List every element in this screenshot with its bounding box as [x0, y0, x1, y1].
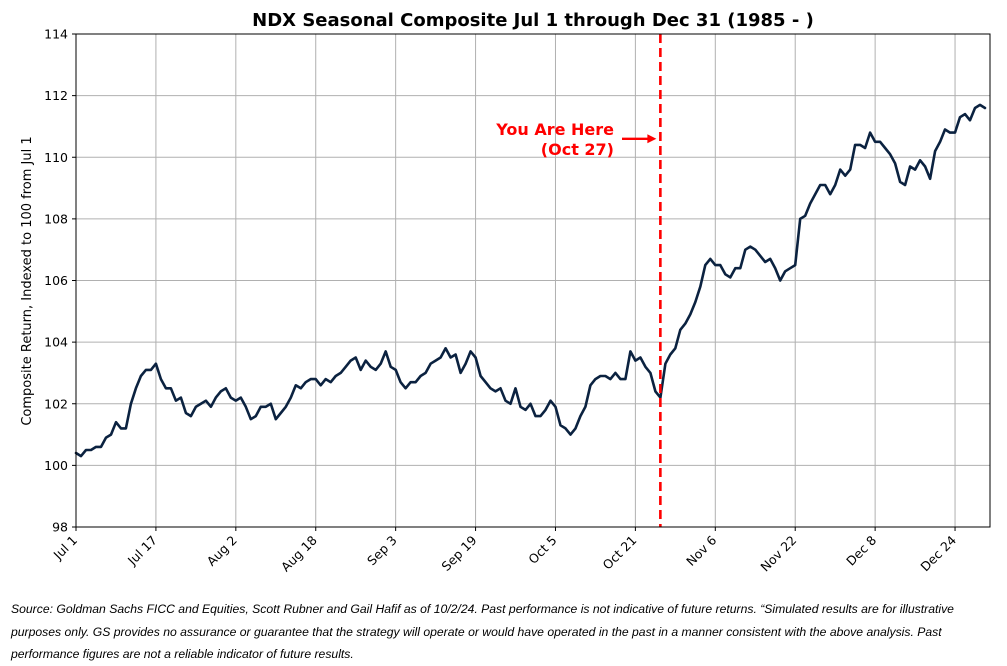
plot-frame — [75, 33, 991, 528]
x-tick-label: Aug 2 — [204, 533, 240, 569]
x-tick-label: Jul 17 — [124, 533, 160, 569]
annotation-arrow-head — [647, 134, 657, 144]
x-tick-label: Dec 24 — [917, 532, 959, 574]
x-tick-label: Oct 21 — [600, 533, 640, 573]
y-tick-label: 98 — [52, 520, 68, 535]
x-tick-label: Aug 18 — [278, 532, 320, 574]
annotation-group: You Are Here (Oct 27) — [495, 120, 657, 159]
x-axis-ticks: Jul 1 Jul 17 Aug 2 Aug 18 Sep 3 Sep 19 Oct 5 Oc… — [50, 527, 959, 574]
x-tick-label: Nov 6 — [683, 532, 719, 568]
x-tick-label: Oct 5 — [525, 533, 559, 567]
grid-lines — [75, 33, 990, 528]
y-tick-label: 100 — [44, 458, 68, 473]
y-tick-label: 104 — [44, 335, 68, 350]
source-footnote: Source: Goldman Sachs FICC and Equities,… — [11, 602, 954, 661]
x-tick-label: Sep 19 — [438, 532, 479, 573]
annotation-line-2: (Oct 27) — [541, 140, 614, 159]
annotation-line-1: You Are Here — [495, 120, 614, 139]
x-tick-label: Jul 1 — [50, 533, 80, 563]
chart-title: NDX Seasonal Composite Jul 1 through Dec… — [252, 10, 814, 31]
seasonal-line-chart: NDX Seasonal Composite Jul 1 through Dec… — [20, 10, 991, 574]
series-group — [74, 103, 987, 458]
y-tick-label: 106 — [44, 273, 68, 288]
x-tick-label: Sep 3 — [364, 533, 400, 569]
y-tick-label: 114 — [44, 27, 68, 42]
y-axis-label: Composite Return, Indexed to 100 from Ju… — [20, 136, 35, 425]
y-axis-ticks: 98 100 102 104 106 108 110 112 114 — [44, 27, 76, 535]
series-line — [74, 103, 987, 458]
y-tick-label: 110 — [44, 150, 68, 165]
x-tick-label: Dec 8 — [843, 532, 879, 568]
y-tick-label: 102 — [44, 396, 68, 411]
y-tick-label: 112 — [44, 88, 68, 103]
x-tick-label: Nov 22 — [757, 533, 799, 575]
y-tick-label: 108 — [44, 211, 68, 226]
